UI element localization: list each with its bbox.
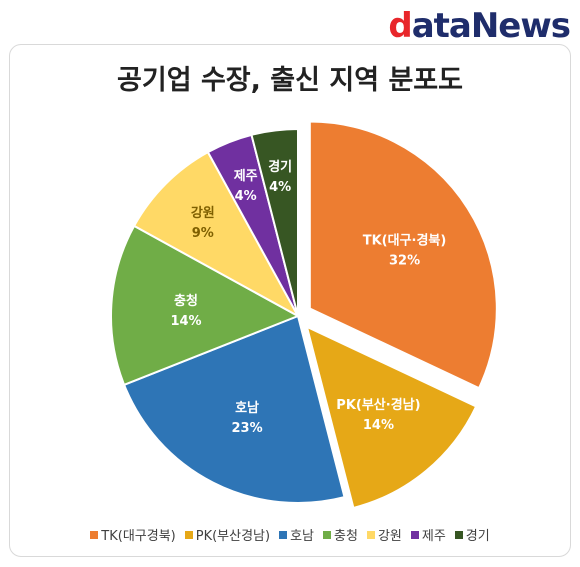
legend-label-6: 경기 <box>466 525 490 544</box>
legend-label-2: 호남 <box>290 525 314 544</box>
slice-label-5: 제주 <box>234 169 258 184</box>
legend-label-0: TK(대구경북) <box>101 525 175 544</box>
slice-value-1: 14% <box>363 418 394 433</box>
slice-value-5: 4% <box>235 189 257 204</box>
slice-value-2: 23% <box>231 421 262 436</box>
legend-item-6: 경기 <box>455 525 490 544</box>
legend-swatch-4 <box>367 531 375 539</box>
slice-value-4: 9% <box>192 226 214 241</box>
legend-item-2: 호남 <box>279 525 314 544</box>
legend-swatch-3 <box>323 531 331 539</box>
slice-label-3: 충청 <box>174 293 198 309</box>
legend-item-0: TK(대구경북) <box>90 525 175 544</box>
chart-legend: TK(대구경북) PK(부산경남) 호남 충청 강원 제주 경기 <box>0 525 580 544</box>
slice-label-2: 호남 <box>235 400 259 416</box>
legend-label-4: 강원 <box>378 525 402 544</box>
legend-item-5: 제주 <box>411 525 446 544</box>
legend-swatch-1 <box>185 531 193 539</box>
legend-label-3: 충청 <box>334 525 358 544</box>
legend-label-1: PK(부산경남) <box>196 525 270 544</box>
slice-value-0: 32% <box>389 253 420 268</box>
slice-label-1: PK(부산·경남) <box>336 397 420 413</box>
legend-item-3: 충청 <box>323 525 358 544</box>
legend-item-1: PK(부산경남) <box>185 525 270 544</box>
legend-swatch-2 <box>279 531 287 539</box>
legend-item-4: 강원 <box>367 525 402 544</box>
slice-label-6: 경기 <box>268 159 292 175</box>
slice-label-0: TK(대구·경북) <box>363 232 447 248</box>
slice-value-6: 4% <box>269 180 291 195</box>
legend-swatch-6 <box>455 531 463 539</box>
legend-swatch-0 <box>90 531 98 539</box>
legend-label-5: 제주 <box>422 525 446 544</box>
legend-swatch-5 <box>411 531 419 539</box>
slice-label-4: 강원 <box>191 205 215 221</box>
slice-value-3: 14% <box>170 314 201 329</box>
